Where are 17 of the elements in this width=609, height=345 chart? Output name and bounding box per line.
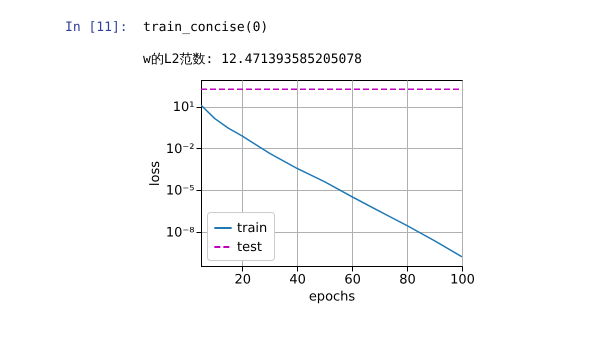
text: train_concise(0) [143,20,268,35]
x-tick-label: 60 [344,272,361,288]
y-tick-label: 10⁻⁵ [166,184,194,199]
y-axis-title: loss [148,160,163,186]
text: In [11]: [65,20,128,35]
y-tick-label: 10¹ [172,100,194,116]
x-tick-label: 100 [450,272,475,288]
x-tick-label: 20 [234,272,251,288]
x-tick-label: 80 [399,272,416,288]
line-series [201,104,462,258]
x-tick-label: 40 [289,272,306,288]
y-tick-label: 10⁻² [166,142,194,157]
y-tick-label: 10⁻⁸ [166,225,194,240]
x-axis-title: epochs [308,290,356,304]
legend-label: test [237,240,262,255]
text: w的L2范数: 12.471393585205078 [143,51,362,68]
legend-label: train [237,221,268,236]
